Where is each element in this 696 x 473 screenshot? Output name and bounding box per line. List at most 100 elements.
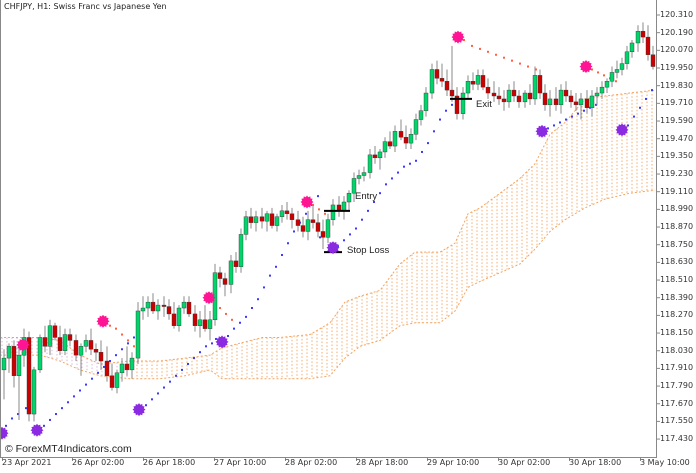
candle [197, 310, 203, 338]
candle [31, 366, 37, 422]
sell-signal-marker-icon [300, 195, 314, 209]
price-tick-label: 119.830 [660, 80, 694, 90]
trailing-buy-dot [583, 109, 585, 112]
candle [444, 69, 450, 96]
trailing-buy-dot [287, 242, 289, 245]
trailing-sell-dot [219, 307, 221, 310]
candle [62, 328, 68, 356]
trailing-buy-dot [651, 89, 653, 92]
candle [259, 207, 265, 229]
trailing-sell-dot [471, 44, 473, 47]
bull-candle-body [635, 30, 641, 44]
candle [501, 90, 507, 111]
candle [367, 148, 373, 179]
trailing-sell-dot [615, 80, 617, 83]
candle [398, 119, 404, 141]
candle [408, 128, 414, 149]
trailing-buy-dot [305, 212, 307, 215]
trade-level-lines [324, 97, 472, 254]
candle [42, 325, 48, 353]
bear-candle-body [202, 319, 208, 329]
time-tick-label: 26 Apr 18:00 [143, 458, 196, 467]
candle [568, 90, 574, 108]
candle [439, 63, 445, 88]
candle [67, 328, 73, 347]
trailing-sell-dot [121, 333, 123, 336]
bull-candle-body [305, 219, 311, 232]
candle [542, 84, 548, 111]
bear-candle-body [217, 272, 223, 279]
trailing-buy-dot [445, 109, 447, 112]
bull-candle-body [78, 346, 84, 356]
trailing-buy-dot [157, 392, 159, 395]
candle [429, 63, 435, 99]
price-tick-label: 117.430 [660, 434, 694, 444]
time-tick-label: 26 Apr 02:00 [72, 458, 125, 467]
cloud-lower-edge [0, 189, 656, 380]
exit-label: Exit [476, 99, 492, 110]
trailing-buy-dot [627, 124, 629, 127]
trailing-sell-dot [503, 56, 505, 59]
candle [604, 78, 610, 94]
trailing-buy-dot [211, 342, 213, 345]
candle [181, 296, 187, 314]
candle [129, 352, 135, 379]
price-tick-label: 120.070 [660, 45, 694, 55]
bear-candle-body [470, 81, 476, 85]
bull-candle-body [460, 92, 466, 114]
bull-candle-body [408, 134, 414, 144]
bull-candle-body [589, 95, 595, 108]
price-tick-label: 118.030 [660, 345, 694, 355]
bear-candle-body [248, 216, 254, 223]
price-tick-label: 118.270 [660, 310, 694, 320]
candle [511, 81, 517, 102]
candle [248, 207, 254, 229]
trailing-buy-dot [187, 362, 189, 365]
trailing-buy-dot [151, 398, 153, 401]
price-tick-label: 120.310 [660, 10, 694, 19]
candle [124, 346, 130, 376]
candle [372, 146, 378, 164]
bear-candle-body [284, 210, 290, 214]
candle [325, 213, 331, 244]
buy-signal-marker-icon [132, 403, 146, 417]
bull-candle-body [346, 192, 352, 203]
trailing-buy-dot [385, 183, 387, 186]
trailing-sell-dot [527, 65, 529, 68]
sell-signal-marker-icon [16, 338, 30, 352]
trailing-buy-dot [205, 345, 207, 348]
trailing-buy-dot [73, 395, 75, 398]
bull-candle-body [506, 89, 512, 103]
bull-candle-body [197, 319, 203, 326]
bear-candle-body [398, 131, 404, 138]
entry-label: Entry [355, 191, 378, 202]
candlesticks [1, 22, 656, 422]
time-tick-label: 29 Apr 10:00 [427, 458, 480, 467]
price-tick-label: 119.110 [660, 186, 694, 196]
candle [11, 340, 17, 388]
bull-candle-body [614, 69, 620, 73]
signal-markers [0, 30, 629, 440]
candle [140, 296, 146, 320]
trailing-buy-dot [85, 383, 87, 386]
bull-candle-body [578, 98, 584, 106]
candle [403, 125, 409, 149]
trailing-buy-dot [55, 413, 57, 416]
bull-candle-body [330, 204, 336, 220]
candle [454, 87, 460, 120]
candle [594, 87, 600, 105]
candle [356, 169, 362, 185]
bull-candle-body [351, 178, 357, 194]
candle [573, 93, 579, 111]
trailing-buy-dot [343, 239, 345, 242]
price-tick-label: 120.190 [660, 27, 694, 37]
trailing-sell-dot [324, 212, 326, 215]
bear-candle-body [52, 325, 58, 338]
candle [609, 66, 615, 88]
bull-candle-body [361, 172, 367, 176]
trailing-buy-dot [275, 265, 277, 268]
bull-candle-body [423, 92, 429, 111]
trailing-buy-dot [49, 418, 51, 421]
candle [434, 60, 440, 85]
